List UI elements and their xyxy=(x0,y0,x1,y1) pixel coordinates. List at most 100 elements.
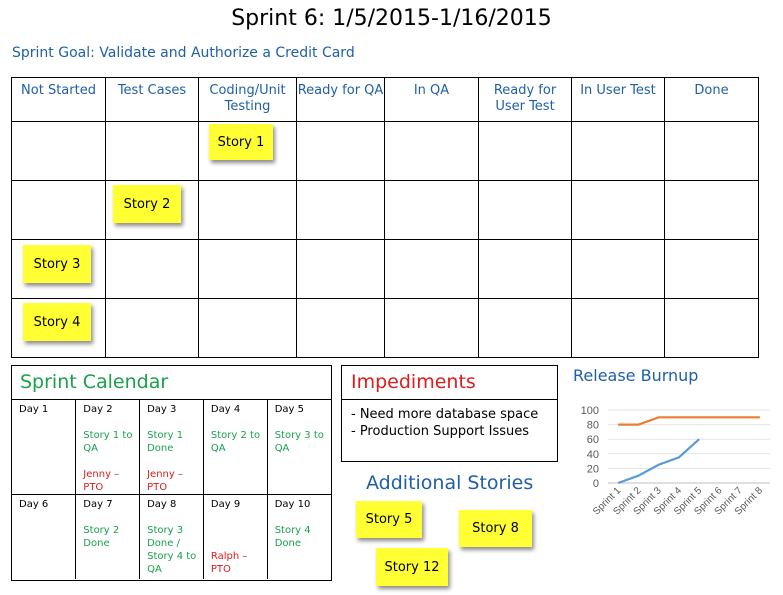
impediments-box: Impediments - Need more database space -… xyxy=(341,365,558,462)
day-event: Story 2 Done xyxy=(83,525,120,549)
day-label: Day 9 xyxy=(210,499,241,510)
calendar-day: Day 9 Ralph – PTO xyxy=(203,494,268,579)
board-cell xyxy=(11,121,106,181)
day-event: Story 4 Done xyxy=(274,525,311,549)
board-cell xyxy=(198,180,297,240)
board-header-row: Not Started Test Cases Coding/Unit Testi… xyxy=(11,77,759,122)
sticky-story-4[interactable]: Story 4 xyxy=(23,303,91,341)
calendar-day: Day 7 Story 2 Done xyxy=(75,494,141,579)
day-label: Day 4 xyxy=(210,404,241,415)
board-cell xyxy=(664,298,759,358)
column-test-cases: Test Cases xyxy=(105,77,199,122)
sticky-story-2[interactable]: Story 2 xyxy=(113,185,181,223)
day-label: Day 3 xyxy=(147,404,177,415)
impediment-item: - Need more database space xyxy=(351,407,539,422)
board-cell xyxy=(384,239,479,299)
board-cell xyxy=(664,121,759,181)
sprint-calendar: Sprint Calendar Day 1 Day 2 Story 1 to QA… xyxy=(11,365,332,581)
board-cell xyxy=(11,180,106,240)
day-label: Day 5 xyxy=(274,404,304,415)
sticky-story-8[interactable]: Story 8 xyxy=(459,510,532,547)
calendar-day: Day 2 Story 1 to QA Jenny – PTO xyxy=(75,400,141,495)
day-event: Story 1 Done xyxy=(147,430,184,454)
board-cell xyxy=(296,121,385,181)
board-cell xyxy=(571,121,665,181)
y-tick-label: 100 xyxy=(581,405,599,417)
board-cell xyxy=(198,239,297,299)
y-tick-label: 0 xyxy=(593,478,599,490)
sprint-calendar-title: Sprint Calendar xyxy=(12,366,331,400)
calendar-day: Day 5 Story 3 to QA xyxy=(267,400,331,495)
board-row xyxy=(11,298,759,358)
day-label: Day 8 xyxy=(147,499,177,510)
day-pto: Jenny – PTO xyxy=(147,469,183,493)
board-cell xyxy=(296,239,385,299)
board-cell xyxy=(105,121,199,181)
day-event: Story 1 to QA xyxy=(83,430,133,454)
board-cell xyxy=(478,239,572,299)
sprint-goal: Sprint Goal: Validate and Authorize a Cr… xyxy=(12,45,355,61)
day-pto: Ralph – PTO xyxy=(210,551,248,575)
impediments-title: Impediments xyxy=(342,366,557,400)
y-tick-label: 60 xyxy=(587,434,599,446)
day-label: Day 1 xyxy=(19,404,49,415)
board-cell xyxy=(296,298,385,358)
page-title: Sprint 6: 1/5/2015-1/16/2015 xyxy=(231,6,552,31)
sticky-story-1[interactable]: Story 1 xyxy=(209,124,273,160)
column-done: Done xyxy=(664,77,759,122)
board-cell xyxy=(384,180,479,240)
board-cell xyxy=(105,298,199,358)
y-tick-label: 40 xyxy=(587,449,599,461)
day-event: Story 2 to QA xyxy=(210,430,261,454)
sticky-story-3[interactable]: Story 3 xyxy=(23,245,91,283)
calendar-day: Day 10 Story 4 Done xyxy=(267,495,331,579)
calendar-day: Day 1 xyxy=(12,400,77,495)
board-cell xyxy=(478,180,572,240)
board-cell xyxy=(571,239,665,299)
column-coding-unit-testing: Coding/Unit Testing xyxy=(198,77,297,122)
board-cell xyxy=(105,239,199,299)
calendar-day: Day 6 xyxy=(12,494,77,579)
calendar-day: Day 8 Story 3 Done / Story 4 to QA xyxy=(139,494,204,579)
column-in-qa: In QA xyxy=(384,77,479,122)
column-not-started: Not Started xyxy=(11,77,106,122)
board-cell xyxy=(571,298,665,358)
board-cell xyxy=(198,298,297,358)
board-cell xyxy=(571,180,665,240)
day-event: Story 3 Done / Story 4 to QA xyxy=(147,525,197,575)
series-line-2 xyxy=(617,438,700,485)
column-ready-for-user-test: Ready for User Test xyxy=(478,77,572,122)
sticky-story-12[interactable]: Story 12 xyxy=(376,548,448,586)
day-label: Day 10 xyxy=(274,499,311,510)
y-tick-label: 20 xyxy=(587,463,599,475)
column-in-user-test: In User Test xyxy=(571,77,665,122)
impediment-item: - Production Support Issues xyxy=(351,424,530,439)
board-row xyxy=(11,239,759,299)
chart-grid xyxy=(608,409,770,484)
series-line-1 xyxy=(618,416,760,426)
calendar-week: Day 6 Day 7 Story 2 Done Day 8 Story 3 Don… xyxy=(12,494,331,579)
board-cell xyxy=(384,121,479,181)
board-cell xyxy=(478,121,572,181)
calendar-day: Day 4 Story 2 to QA xyxy=(203,400,268,495)
board-cell xyxy=(664,180,759,240)
calendar-week: Day 1 Day 2 Story 1 to QA Jenny – PTO Day … xyxy=(12,400,331,495)
day-label: Day 7 xyxy=(83,499,113,510)
board-cell xyxy=(384,298,479,358)
additional-stories-title: Additional Stories xyxy=(366,472,534,494)
board-cell xyxy=(478,298,572,358)
day-label: Day 6 xyxy=(19,499,49,510)
day-event: Story 3 to QA xyxy=(274,430,324,454)
impediments-list: - Need more database space - Production … xyxy=(342,400,557,440)
calendar-grid: Day 1 Day 2 Story 1 to QA Jenny – PTO Day … xyxy=(12,400,331,579)
chart-series xyxy=(617,416,760,485)
day-label: Day 2 xyxy=(83,404,113,415)
sticky-story-5[interactable]: Story 5 xyxy=(356,501,422,538)
board-cell xyxy=(664,239,759,299)
chart-y-ticks: 100 80 60 40 20 0 xyxy=(581,405,599,490)
y-tick-label: 80 xyxy=(587,420,599,432)
board-row xyxy=(11,121,759,181)
board-cell xyxy=(296,180,385,240)
